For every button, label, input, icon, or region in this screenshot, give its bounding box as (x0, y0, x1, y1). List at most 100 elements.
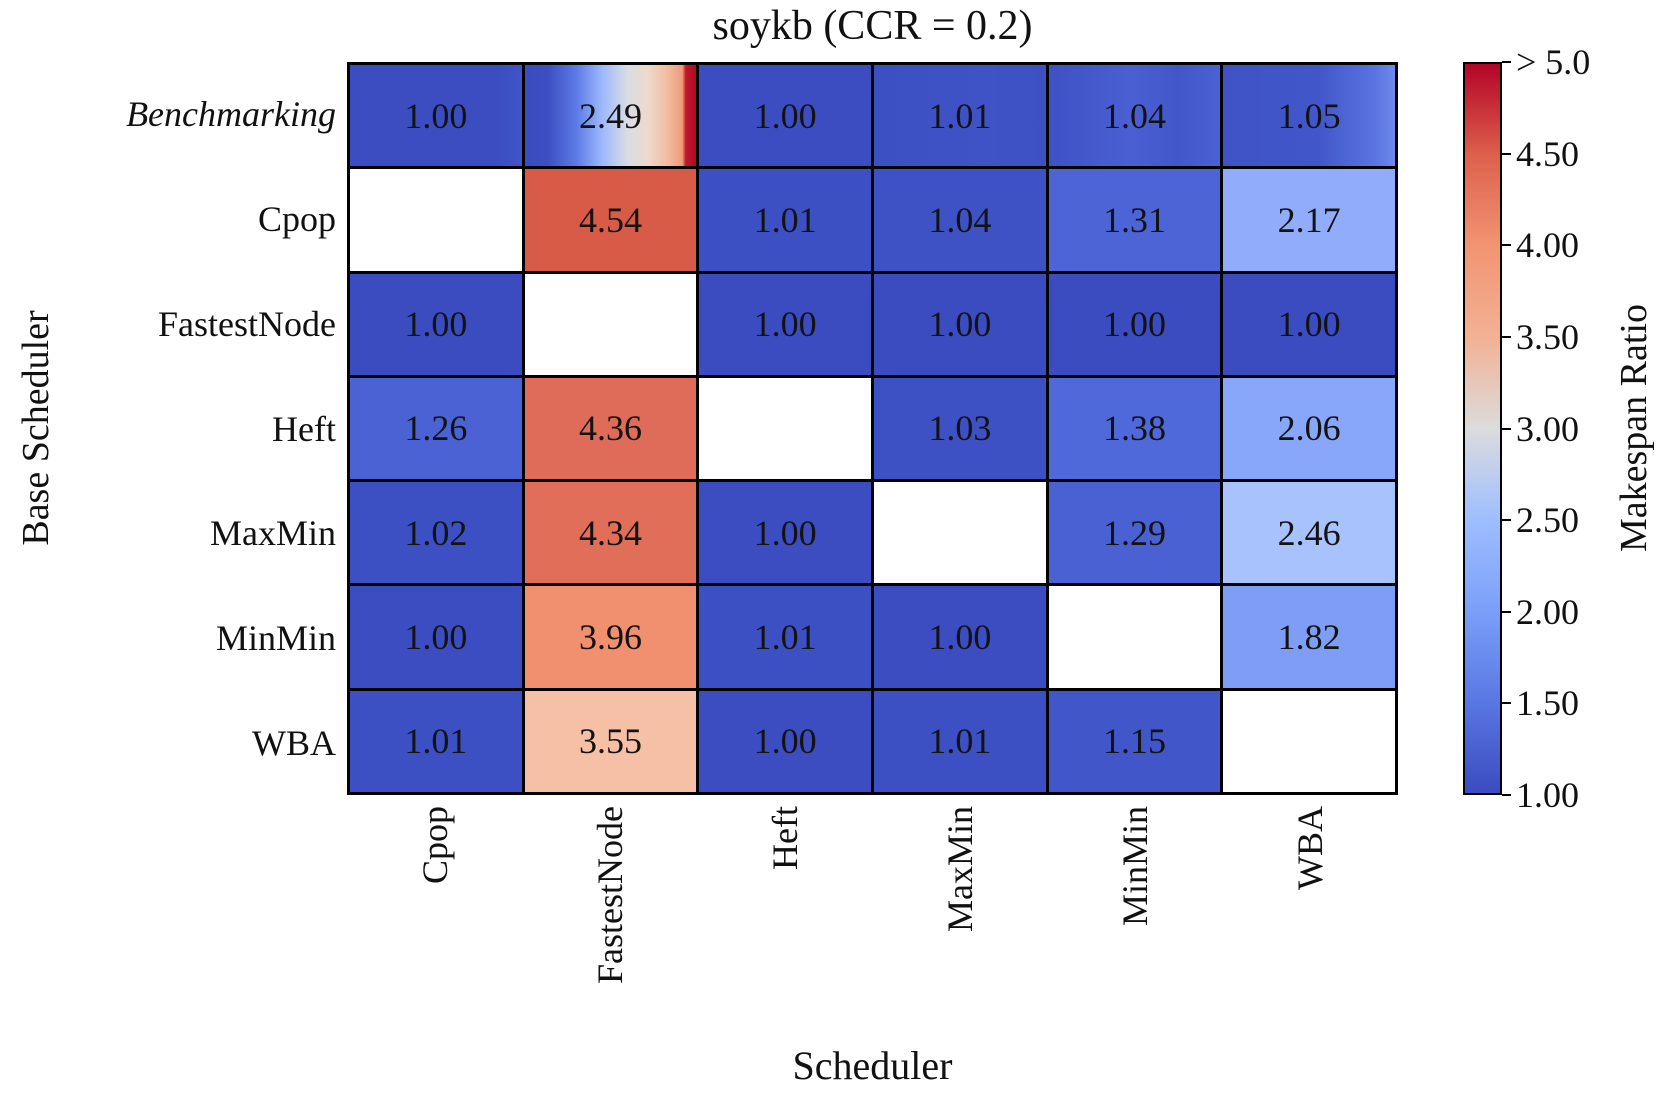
cell-value: 3.96 (578, 617, 642, 658)
colorbar-tick (1502, 794, 1511, 796)
colorbar-tick (1502, 152, 1511, 155)
colorbar-tick-label: 1.00 (1516, 775, 1579, 815)
heatmap-cell-maxmin-wba: 2.46 (1223, 482, 1395, 584)
heatmap-cell-fastestnode-minmin: 1.00 (1048, 273, 1221, 375)
cell-value: 1.01 (753, 617, 817, 658)
heatmap-cell-benchmarking-wba: 1.05 (1223, 65, 1395, 167)
cell-value: 1.82 (1277, 617, 1341, 658)
cell-value: 1.15 (1102, 721, 1166, 762)
heatmap-cell-benchmarking-minmin: 1.04 (1048, 65, 1221, 167)
colorbar-tick (1502, 702, 1511, 705)
cell-value: 1.01 (753, 199, 817, 240)
heatmap-cell-cpop-maxmin: 1.04 (874, 169, 1046, 271)
cell-value: 1.03 (928, 408, 992, 449)
heatmap-cell-cpop-fastestnode: 4.54 (524, 169, 697, 271)
cell-value: 1.00 (753, 304, 817, 345)
heatmap-grid: 1.00 2.49 1.00 1.01 1.04 1.05 4.54 1.01 1.04 1.31… (347, 62, 1398, 795)
row-label-fastestnode: FastestNode (158, 303, 336, 344)
heatmap-cell-fastestnode-cpop: 1.00 (350, 273, 522, 375)
heatmap-cell-minmin-cpop: 1.00 (350, 586, 522, 688)
cell-value: 2.46 (1277, 512, 1341, 553)
heatmap-cell-minmin-fastestnode: 3.96 (524, 586, 697, 688)
cell-value: 1.31 (1102, 199, 1166, 240)
heatmap-cell-wba-wba (1223, 690, 1395, 792)
cell-value: 3.55 (578, 721, 642, 762)
heatmap-cell-minmin-minmin (1048, 586, 1221, 688)
cell-value: 1.00 (928, 304, 992, 345)
row-label-benchmarking: Benchmarking (126, 94, 336, 135)
x-axis-title: Scheduler (792, 1043, 953, 1088)
cell-value: 1.00 (404, 304, 468, 345)
heatmap-cell-minmin-heft: 1.01 (699, 586, 871, 688)
colorbar-tick-label: 2.00 (1516, 591, 1579, 632)
cell-value: 1.01 (928, 95, 992, 136)
colorbar-tick (1502, 61, 1511, 63)
cell-value: 1.26 (404, 408, 468, 449)
cell-value: 4.54 (578, 199, 642, 240)
cell-value: 1.02 (404, 512, 468, 553)
colorbar-tick-label: 3.50 (1516, 316, 1579, 357)
heatmap-cell-wba-minmin: 1.15 (1048, 690, 1221, 792)
heatmap-cell-heft-maxmin: 1.03 (874, 377, 1046, 480)
heatmap-cell-heft-minmin: 1.38 (1048, 377, 1221, 480)
cell-value: 1.00 (753, 512, 817, 553)
cell-value: 1.38 (1102, 408, 1166, 449)
heatmap-cell-benchmarking-cpop: 1.00 (350, 65, 522, 167)
col-label-minmin: MinMin (1115, 806, 1156, 927)
colorbar-tick-label: > 5.0 (1516, 42, 1591, 82)
cell-value: 1.01 (928, 721, 992, 762)
cell-value: 2.17 (1277, 199, 1341, 240)
row-label-cpop: Cpop (257, 199, 336, 240)
heatmap-cell-wba-fastestnode: 3.55 (524, 690, 697, 792)
heatmap-cell-cpop-minmin: 1.31 (1048, 169, 1221, 271)
row-label-heft: Heft (272, 408, 336, 449)
cell-value: 2.06 (1277, 408, 1341, 449)
cell-value: 1.00 (404, 95, 468, 136)
heatmap-cell-cpop-heft: 1.01 (699, 169, 871, 271)
heatmap-cell-maxmin-cpop: 1.02 (350, 482, 522, 584)
heatmap-cell-fastestnode-heft: 1.00 (699, 273, 871, 375)
heatmap-cell-wba-maxmin: 1.01 (874, 690, 1046, 792)
heatmap-cell-maxmin-fastestnode: 4.34 (524, 482, 697, 584)
col-label-wba: WBA (1290, 806, 1331, 890)
heatmap-cell-heft-heft (699, 377, 871, 480)
cell-value: 4.34 (578, 512, 642, 553)
heatmap-cell-cpop-cpop (350, 169, 522, 271)
cell-value: 1.04 (928, 199, 992, 240)
cell-value: 4.36 (578, 408, 642, 449)
colorbar-tick (1502, 519, 1511, 522)
colorbar-tick (1502, 244, 1511, 247)
heatmap-cell-heft-cpop: 1.26 (350, 377, 522, 480)
colorbar-tick (1502, 427, 1511, 430)
heatmap-cell-wba-cpop: 1.01 (350, 690, 522, 792)
cell-value: 1.01 (404, 721, 468, 762)
heatmap-cell-heft-wba: 2.06 (1223, 377, 1395, 480)
row-label-minmin: MinMin (215, 617, 336, 658)
heatmap-cell-minmin-wba: 1.82 (1223, 586, 1395, 688)
colorbar-tick-label: 2.50 (1516, 500, 1579, 541)
heatmap-cell-maxmin-maxmin (874, 482, 1046, 584)
heatmap-cell-minmin-maxmin: 1.00 (874, 586, 1046, 688)
heatmap-cell-maxmin-minmin: 1.29 (1048, 482, 1221, 584)
cell-value: 1.05 (1277, 95, 1341, 136)
chart-title: soykb (CCR = 0.2) (712, 3, 1033, 49)
heatmap-cell-maxmin-heft: 1.00 (699, 482, 871, 584)
colorbar-tick-label: 4.50 (1516, 133, 1579, 174)
heatmap-cell-heft-fastestnode: 4.36 (524, 377, 697, 480)
cell-value: 1.04 (1102, 95, 1166, 136)
cell-value: 1.00 (753, 721, 817, 762)
heatmap-cell-benchmarking-heft: 1.00 (699, 65, 871, 167)
colorbar-title: Makespan Ratio (1613, 303, 1655, 553)
cell-value: 1.00 (404, 617, 468, 658)
col-label-fastestnode: FastestNode (589, 806, 630, 984)
heatmap-cell-wba-heft: 1.00 (699, 690, 871, 792)
heatmap-cell-benchmarking-maxmin: 1.01 (874, 65, 1046, 167)
cell-value: 1.29 (1102, 512, 1166, 553)
cell-value: 1.00 (753, 95, 817, 136)
heatmap-cell-cpop-wba: 2.17 (1223, 169, 1395, 271)
heatmap-cell-benchmarking-fastestnode: 2.49 (524, 65, 697, 167)
colorbar-gradient (1463, 62, 1502, 795)
col-label-maxmin: MaxMin (940, 806, 981, 932)
colorbar-tick-label: 4.00 (1516, 225, 1579, 266)
